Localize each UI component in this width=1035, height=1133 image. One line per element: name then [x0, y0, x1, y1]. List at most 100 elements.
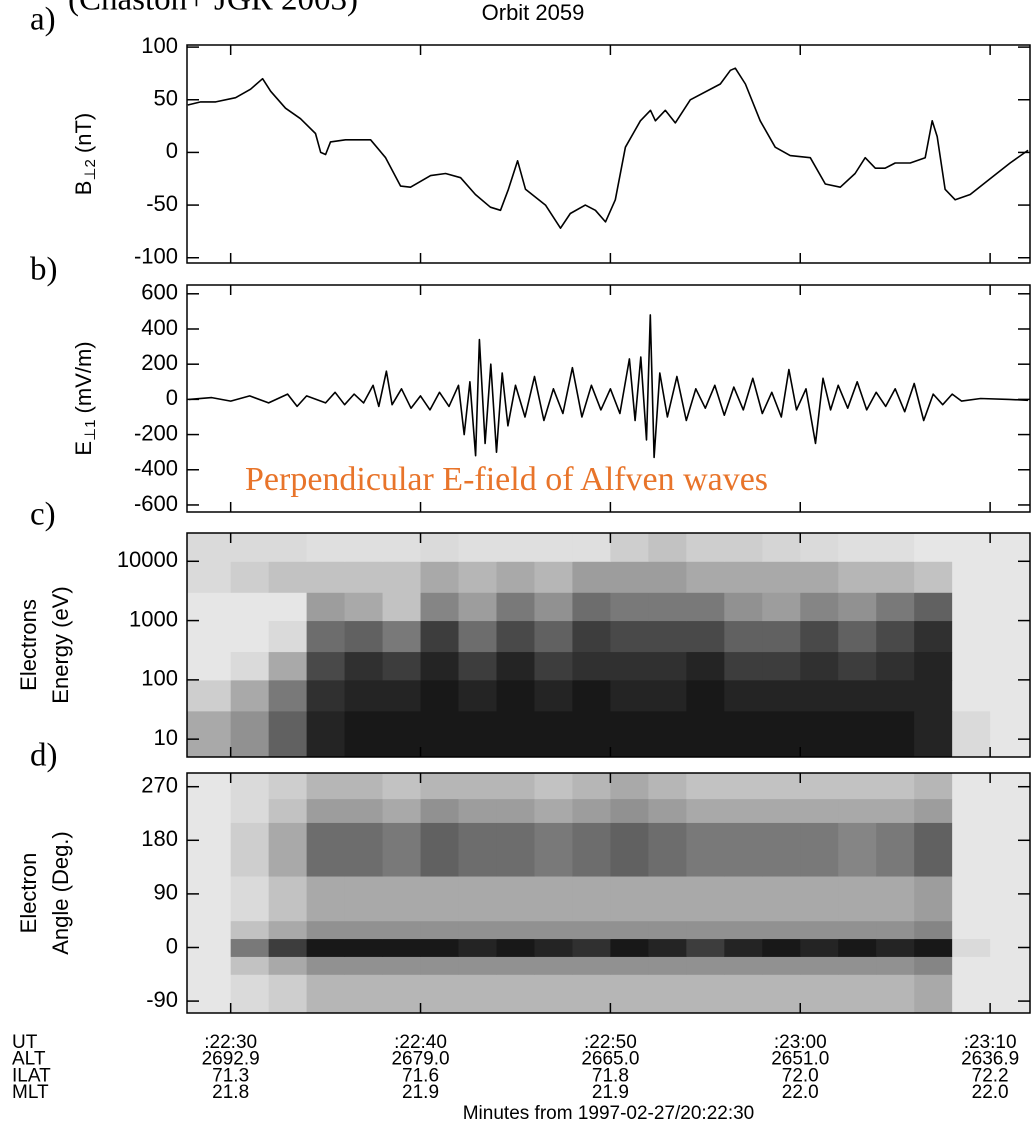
- y-tick-label: 50: [154, 86, 178, 111]
- heatmap-cell: [648, 592, 687, 622]
- heatmap-cell: [420, 620, 460, 653]
- heatmap-cell: [686, 773, 725, 800]
- y-axis-title: Angle (Deg.): [48, 831, 73, 955]
- heatmap-cell: [800, 533, 839, 562]
- heatmap-cell: [762, 938, 801, 957]
- heatmap-cell: [187, 822, 232, 877]
- y-tick-label: -400: [134, 456, 178, 481]
- heatmap-cell: [187, 533, 232, 562]
- heatmap-cell: [724, 679, 763, 712]
- heatmap-cell: [762, 651, 801, 681]
- heatmap-cell: [838, 620, 877, 653]
- heatmap-cell: [610, 533, 649, 562]
- heatmap-cell: [230, 938, 270, 957]
- heatmap-cell: [268, 920, 308, 940]
- heatmap-cell: [990, 620, 1030, 653]
- y-axis-symbol: B: [71, 181, 96, 196]
- heatmap-cell: [344, 710, 384, 757]
- y-axis-title: B⊥2 (nT): [71, 113, 99, 195]
- panel: -600 -400 -200 0 200 400 600 E⊥1 (mV/m) b) Perpend…: [30, 252, 1031, 516]
- heatmap-cell: [990, 710, 1030, 757]
- heatmap-cell: [800, 974, 839, 1013]
- heatmap-cell: [914, 710, 953, 757]
- heatmap-cell: [914, 920, 953, 940]
- heatmap-cell: [534, 974, 573, 1013]
- heatmap-cell: [990, 938, 1030, 957]
- heatmap-cell: [648, 561, 687, 593]
- heatmap-cell: [648, 974, 687, 1013]
- heatmap-cell: [344, 651, 384, 681]
- y-axis-subscript: ⊥1: [82, 419, 99, 440]
- heatmap-cell: [800, 798, 839, 823]
- heatmap-cell: [762, 974, 801, 1013]
- heatmap-cell: [382, 938, 422, 957]
- heatmap-cell: [268, 876, 308, 922]
- heatmap-cell: [496, 974, 535, 1013]
- heatmap-cell: [458, 679, 497, 712]
- heatmap-cell: [420, 651, 460, 681]
- heatmap-cell: [610, 938, 649, 957]
- y-axis-title: E⊥1 (mV/m): [71, 341, 99, 455]
- heatmap-cell: [306, 876, 346, 922]
- heatmap-cell: [230, 974, 270, 1013]
- heatmap-cell: [686, 920, 725, 940]
- heatmap-cell: [458, 651, 497, 681]
- heatmap-cell: [572, 876, 611, 922]
- x-tick-label: :22:50: [584, 1032, 637, 1053]
- heatmap-cell: [762, 920, 801, 940]
- heatmap-cell: [838, 798, 877, 823]
- heatmap-cell: [610, 974, 649, 1013]
- heatmap-cell: [230, 679, 270, 712]
- heatmap-cell: [914, 798, 953, 823]
- heatmap-cell: [724, 561, 763, 593]
- y-tick-label: 1000: [129, 606, 178, 631]
- heatmap-cell: [496, 651, 535, 681]
- heatmap-cell: [344, 592, 384, 622]
- heatmap-cell: [724, 651, 763, 681]
- heatmap-cell: [187, 974, 232, 1013]
- heatmap-cell: [420, 920, 460, 940]
- heatmap-cell: [306, 798, 346, 823]
- heatmap-cell: [724, 974, 763, 1013]
- heatmap-cell: [876, 651, 915, 681]
- heatmap-cell: [572, 620, 611, 653]
- heatmap-cell: [648, 533, 687, 562]
- heatmap-cell: [420, 710, 460, 757]
- heatmap-cell: [648, 822, 687, 877]
- heatmap-cell: [496, 956, 535, 975]
- heatmap-cell: [838, 822, 877, 877]
- heatmap-cell: [990, 798, 1030, 823]
- heatmap-cell: [876, 533, 915, 562]
- heatmap-cell: [382, 956, 422, 975]
- heatmap-cell: [230, 920, 270, 940]
- heatmap-cell: [420, 561, 460, 593]
- heatmap-cell: [990, 876, 1030, 922]
- heatmap-cell: [534, 773, 573, 800]
- heatmap-cell: [382, 533, 422, 562]
- y-tick-label: -100: [134, 244, 178, 269]
- heatmap-cell: [876, 561, 915, 593]
- heatmap-cell: [762, 561, 801, 593]
- heatmap-cell: [534, 679, 573, 712]
- y-tick-label: 200: [141, 350, 178, 375]
- heatmap-cell: [344, 920, 384, 940]
- heatmap-cell: [914, 679, 953, 712]
- heatmap-cell: [876, 679, 915, 712]
- heatmap-cell: [952, 773, 991, 800]
- x-axis-title: Minutes from 1997-02-27/20:22:30: [463, 1103, 755, 1124]
- heatmap-cell: [268, 679, 308, 712]
- heatmap-cell: [686, 974, 725, 1013]
- y-tick-label: 90: [154, 880, 178, 905]
- heatmap-cell: [344, 876, 384, 922]
- heatmap-cell: [306, 710, 346, 757]
- heatmap-cell: [762, 710, 801, 757]
- heatmap-cell: [187, 651, 232, 681]
- heatmap-cell: [952, 974, 991, 1013]
- tick-row-name: UT: [12, 1032, 38, 1053]
- heatmap-cell: [230, 798, 270, 823]
- tick-row-label: 72.2: [972, 1065, 1009, 1086]
- tick-row-label: 21.8: [212, 1082, 249, 1103]
- heatmap-cell: [724, 920, 763, 940]
- heatmap-cell: [800, 876, 839, 922]
- heatmap-cell: [344, 938, 384, 957]
